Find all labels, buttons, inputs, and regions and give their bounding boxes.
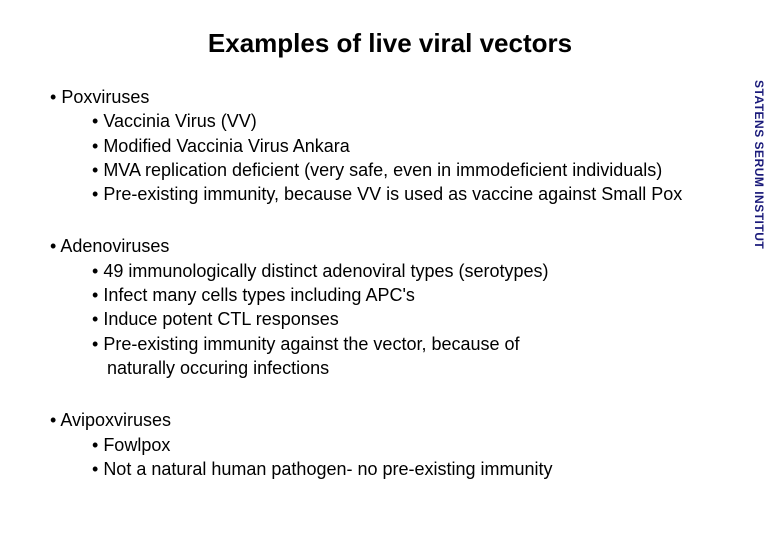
group-avipoxviruses: • Avipoxviruses • Fowlpox • Not a natura… (40, 408, 700, 481)
group-poxviruses: • Poxviruses • Vaccinia Virus (VV) • Mod… (40, 85, 700, 206)
list-item: • Pre-existing immunity, because VV is u… (92, 182, 700, 206)
item-text: Pre-existing immunity, because VV is use… (103, 184, 682, 204)
list-item: • Infect many cells types including APC'… (92, 283, 700, 307)
group-heading: • Poxviruses (50, 85, 700, 109)
slide-title: Examples of live viral vectors (40, 28, 740, 59)
list-item: • MVA replication deficient (very safe, … (92, 158, 700, 182)
list-item: • Modified Vaccinia Virus Ankara (92, 134, 700, 158)
list-item: • Not a natural human pathogen- no pre-e… (92, 457, 700, 481)
content-body: • Poxviruses • Vaccinia Virus (VV) • Mod… (40, 85, 740, 481)
list-item: • Induce potent CTL responses (92, 307, 700, 331)
list-item: • Pre-existing immunity against the vect… (92, 332, 700, 356)
item-text: Fowlpox (103, 435, 170, 455)
institute-label: STATENS SERUM INSTITUT (752, 80, 766, 249)
slide-container: Examples of live viral vectors STATENS S… (0, 0, 780, 540)
group-heading: • Avipoxviruses (50, 408, 700, 432)
group-heading: • Adenoviruses (50, 234, 700, 258)
item-text: Not a natural human pathogen- no pre-exi… (103, 459, 552, 479)
list-item: • Vaccinia Virus (VV) (92, 109, 700, 133)
group-adenoviruses: • Adenoviruses • 49 immunologically dist… (40, 234, 700, 380)
item-continuation: naturally occuring infections (107, 356, 700, 380)
item-text: Modified Vaccinia Virus Ankara (103, 136, 349, 156)
heading-text: Poxviruses (61, 87, 149, 107)
heading-text: Avipoxviruses (60, 410, 171, 430)
heading-text: Adenoviruses (60, 236, 169, 256)
item-text: Pre-existing immunity against the vector… (103, 334, 519, 354)
item-text: 49 immunologically distinct adenoviral t… (103, 261, 548, 281)
item-text: Vaccinia Virus (VV) (103, 111, 256, 131)
item-text: Infect many cells types including APC's (103, 285, 415, 305)
list-item: • Fowlpox (92, 433, 700, 457)
item-text: MVA replication deficient (very safe, ev… (103, 160, 662, 180)
item-text: Induce potent CTL responses (103, 309, 338, 329)
list-item: • 49 immunologically distinct adenoviral… (92, 259, 700, 283)
